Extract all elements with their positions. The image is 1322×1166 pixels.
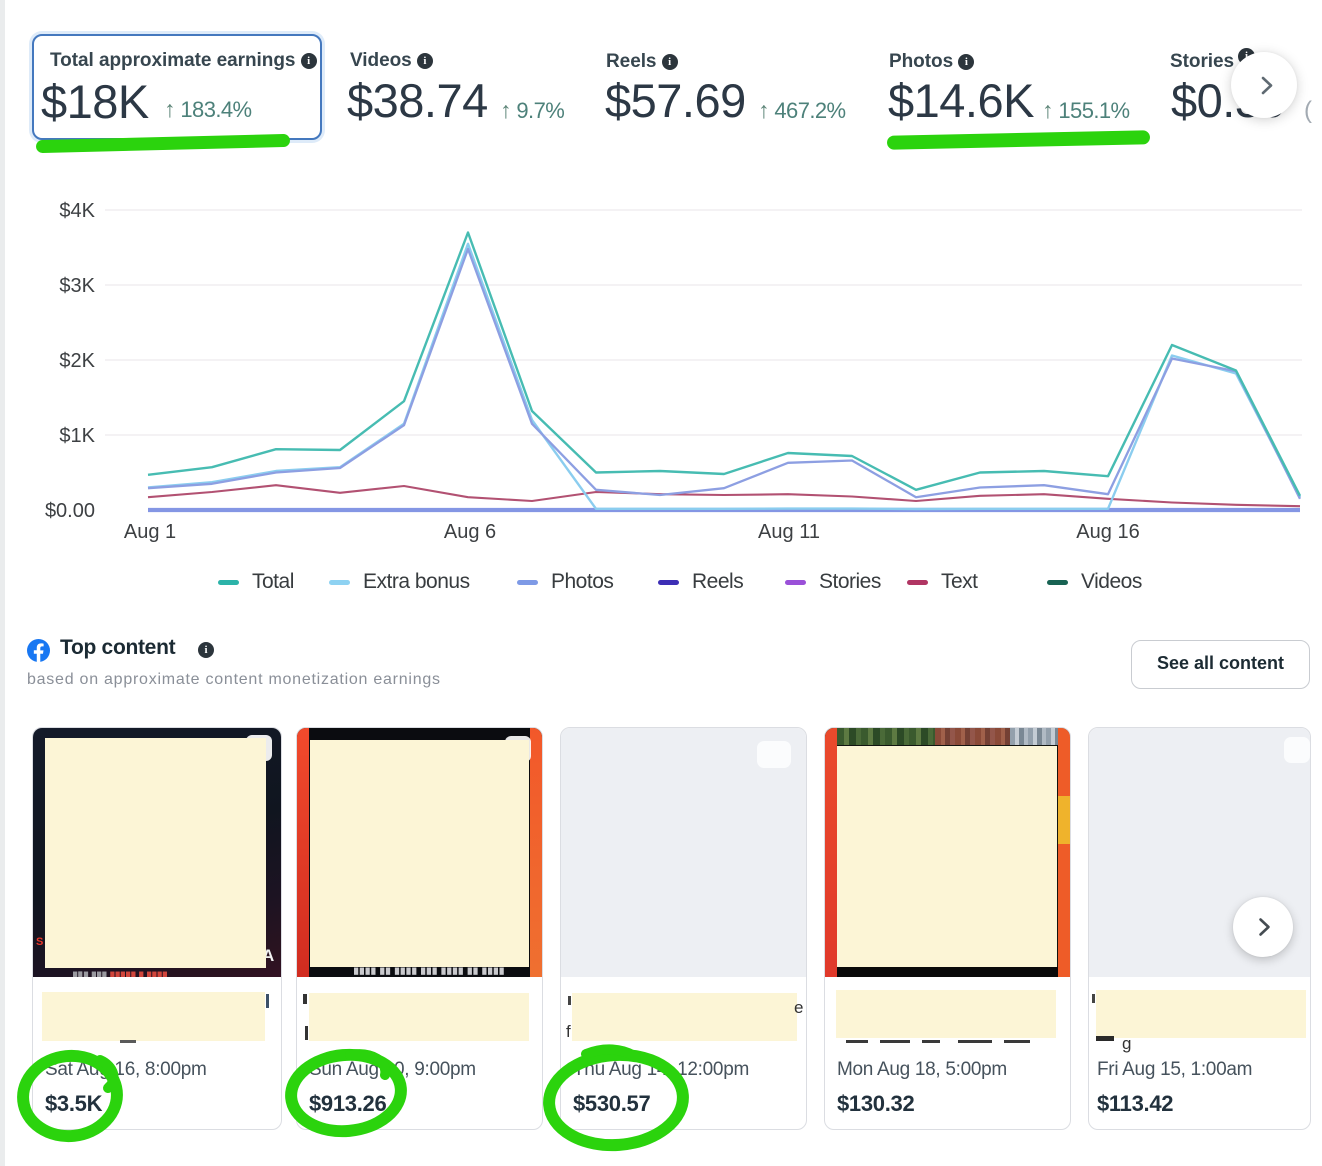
svg-text:Aug 6: Aug 6 [444,521,496,543]
svg-text:Aug 1: Aug 1 [124,521,176,543]
svg-text:$1K: $1K [59,425,95,447]
svg-text:$0.00: $0.00 [45,500,95,522]
svg-text:$4K: $4K [59,200,95,222]
svg-text:Aug 16: Aug 16 [1076,521,1139,543]
svg-text:Aug 11: Aug 11 [758,521,820,543]
svg-text:$3K: $3K [59,275,95,297]
svg-text:$2K: $2K [59,350,95,372]
